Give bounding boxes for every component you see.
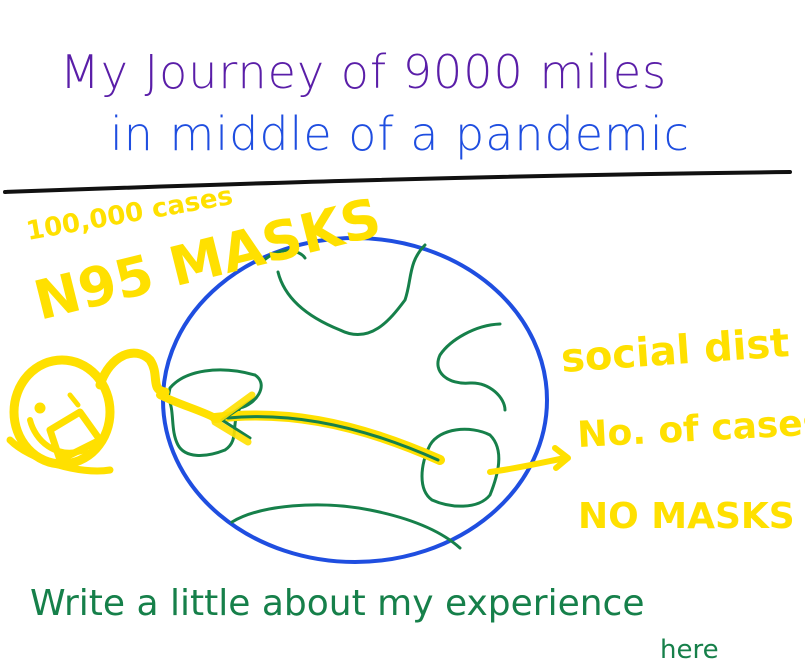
right-pointer-arrow: [487, 445, 571, 475]
continent-right: [436, 322, 507, 412]
continent-east: [420, 427, 501, 508]
right-note-line-1: social dist: [559, 320, 790, 382]
title-line-2: in middle of a pandemic: [110, 107, 690, 161]
journey-path: [156, 391, 571, 475]
right-note-line-2: No. of cases: [576, 402, 805, 456]
journey-arrow-line: [226, 415, 440, 462]
title-line-1: My Journey of 9000 miles: [60, 45, 667, 99]
continents: [166, 243, 507, 550]
continent-top-left: [260, 243, 427, 337]
footer-line-2: here: [660, 635, 719, 665]
continent-bottom: [230, 503, 462, 550]
divider-line: [3, 170, 792, 194]
right-note-line-3: NO MASKS: [578, 496, 795, 537]
footer-line-1: Write a little about my experience: [30, 583, 644, 624]
masked-face-drawing: [6, 348, 170, 475]
